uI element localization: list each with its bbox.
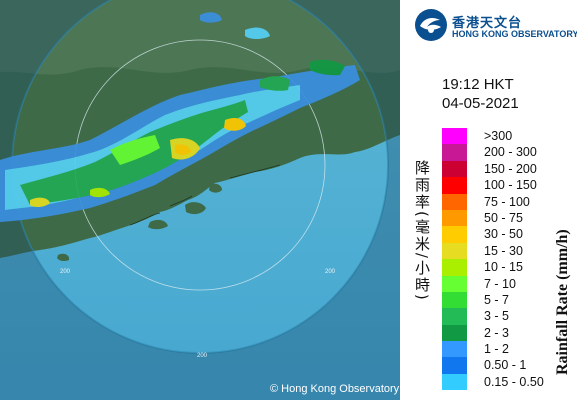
legend-label: 75 - 100 xyxy=(484,194,530,209)
observation-time: 19:12 HKT xyxy=(442,76,514,93)
legend-label: 10 - 15 xyxy=(484,260,523,275)
hko-emblem-icon xyxy=(415,9,447,41)
legend-panel: 香港天文台 HONG KONG OBSERVATORY 19:12 HKT 04… xyxy=(400,0,577,400)
legend-row: 2 - 3 xyxy=(442,324,572,342)
legend-row: 0.15 - 0.50 xyxy=(442,373,572,391)
legend-title-zh: 降雨率(毫米/小時) xyxy=(413,160,431,302)
legend-row: >300 xyxy=(442,128,572,145)
legend-label: 1 - 2 xyxy=(484,342,510,357)
legend-swatch xyxy=(442,373,467,391)
legend-swatch xyxy=(442,144,467,161)
legend-row: 0.50 - 1 xyxy=(442,357,572,374)
legend-row: 7 - 10 xyxy=(442,275,572,292)
legend-label: 100 - 150 xyxy=(484,178,537,193)
org-name-zh: 香港天文台 xyxy=(452,16,523,31)
legend-swatch xyxy=(442,308,467,325)
legend-row: 3 - 5 xyxy=(442,308,572,325)
legend-row: 100 - 150 xyxy=(442,177,572,194)
legend-swatch xyxy=(442,242,467,260)
legend-label: 30 - 50 xyxy=(484,227,523,242)
legend-label: >300 xyxy=(484,129,513,143)
legend-swatch xyxy=(442,291,467,309)
legend-row: 5 - 7 xyxy=(442,291,572,309)
island xyxy=(148,219,168,230)
legend-label: 0.15 - 0.50 xyxy=(484,374,544,389)
legend-row: 1 - 2 xyxy=(442,341,572,358)
legend-label: 5 - 7 xyxy=(484,292,510,307)
legend-swatch xyxy=(442,275,467,292)
hko-logo: 香港天文台 HONG KONG OBSERVATORY xyxy=(414,8,577,42)
legend-title-zh-text: 降雨率(毫米/小時) xyxy=(413,160,431,302)
island xyxy=(209,183,222,193)
rainfall-legend: >300 200 - 300 150 - 200 100 - 150 75 - 100 5… xyxy=(442,128,572,391)
legend-swatch xyxy=(442,160,467,178)
legend-label: 200 - 300 xyxy=(484,145,537,160)
legend-swatch xyxy=(442,128,467,145)
legend-row: 30 - 50 xyxy=(442,226,572,243)
range-label: 200 xyxy=(197,353,208,359)
legend-label: 2 - 3 xyxy=(484,325,510,340)
legend-label: 15 - 30 xyxy=(484,243,523,258)
legend-row: 10 - 15 xyxy=(442,259,572,276)
legend-swatch xyxy=(442,259,467,276)
legend-label: 7 - 10 xyxy=(484,276,516,291)
legend-swatch xyxy=(442,324,467,342)
legend-label: 150 - 200 xyxy=(484,161,537,176)
legend-title-en-text: Rainfall Rate (mm/h) xyxy=(554,229,571,375)
island xyxy=(185,202,206,215)
legend-label: 50 - 75 xyxy=(484,210,523,225)
org-name-en: HONG KONG OBSERVATORY xyxy=(452,29,577,39)
copyright-text: © Hong Kong Observatory xyxy=(270,383,400,395)
range-label: 200 xyxy=(325,269,336,275)
island xyxy=(57,253,70,262)
legend-swatch xyxy=(442,177,467,194)
legend-swatch xyxy=(442,357,467,374)
legend-row: 50 - 75 xyxy=(442,209,572,227)
radar-map: 200 200 200 xyxy=(0,0,400,400)
legend-swatch xyxy=(442,341,467,358)
legend-swatch xyxy=(442,209,467,227)
legend-swatch xyxy=(442,226,467,243)
legend-row: 200 - 300 xyxy=(442,144,572,161)
legend-row: 150 - 200 xyxy=(442,160,572,178)
legend-title-en: Rainfall Rate (mm/h) xyxy=(554,229,571,375)
legend-row: 15 - 30 xyxy=(442,242,572,260)
rain-echoes xyxy=(0,12,360,222)
range-label: 200 xyxy=(60,269,71,275)
observation-date: 04-05-2021 xyxy=(442,95,519,112)
legend-swatch xyxy=(442,193,467,210)
legend-label: 0.50 - 1 xyxy=(484,358,527,373)
legend-row: 75 - 100 xyxy=(442,193,572,210)
legend-label: 3 - 5 xyxy=(484,309,510,324)
